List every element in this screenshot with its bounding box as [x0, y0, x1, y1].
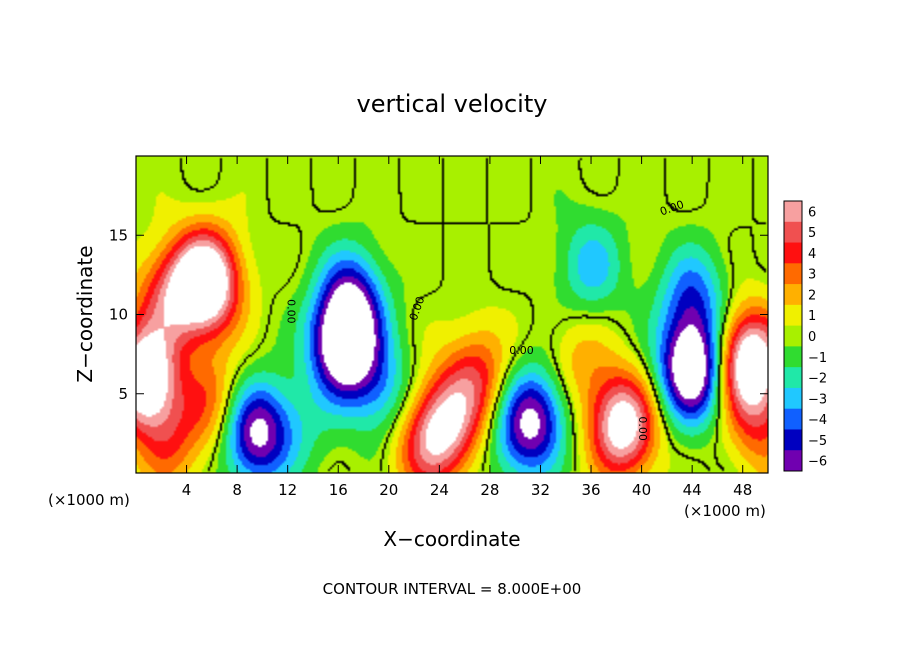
x-tick-label: 32	[531, 481, 550, 499]
colorbar-swatch	[784, 304, 802, 327]
colorbar-label: −2	[808, 372, 827, 387]
x-axis-label: X−coordinate	[383, 527, 520, 551]
chart-title: vertical velocity	[357, 90, 548, 118]
colorbar-swatch	[784, 387, 802, 410]
x-tick-label: 4	[182, 481, 192, 499]
colorbar-label: 6	[808, 205, 816, 220]
velocity-field	[136, 156, 768, 473]
colorbar-label: −3	[808, 392, 827, 407]
colorbar-label: −5	[808, 434, 827, 449]
x-tick-label: 12	[278, 481, 297, 499]
contour-labels: 0.00 0.000.000.000.00	[285, 198, 686, 441]
x-tick-label: 48	[733, 481, 752, 499]
colorbar-swatch	[784, 408, 802, 430]
colorbar-label: 5	[808, 226, 816, 241]
colorbar-swatch	[784, 346, 802, 368]
contour-label: 0.00	[636, 416, 649, 441]
contour-label: 0.00	[509, 344, 534, 357]
colorbar-swatch	[784, 367, 802, 389]
x-tick-label: 28	[480, 481, 499, 499]
x-unit-left: (×1000 m)	[48, 491, 130, 509]
y-tick-label: 15	[109, 226, 128, 244]
x-tick-label: 40	[632, 481, 651, 499]
colorbar-swatch	[784, 450, 802, 472]
colorbar-label: 3	[808, 268, 816, 283]
colorbar-swatch	[784, 284, 802, 306]
x-unit-right: (×1000 m)	[684, 502, 766, 520]
x-tick-label: 20	[379, 481, 398, 499]
colorbar-swatch	[784, 221, 802, 244]
x-tick-label: 16	[329, 481, 348, 499]
x-tick-label: 24	[430, 481, 449, 499]
colorbar-swatch	[784, 263, 802, 285]
x-axis-ticks: 4 8 12 16 20 24 28 32 36 40 44 48	[182, 156, 752, 499]
colorbar-label: −1	[808, 351, 827, 366]
colorbar-label: −4	[808, 413, 827, 428]
contour-interval-footer: CONTOUR INTERVAL = 8.000E+00	[323, 580, 582, 598]
y-tick-label: 5	[118, 385, 128, 403]
x-tick-label: 36	[581, 481, 600, 499]
colorbar-label: 0	[808, 330, 816, 345]
colorbar-swatch	[784, 325, 802, 347]
colorbar-label: −6	[808, 455, 827, 470]
x-tick-label: 44	[683, 481, 702, 499]
plot-area: 0.00 0.000.000.000.00	[135, 155, 769, 474]
colorbar: 6 5 4 3 2 1 0 −1 −2 −3 −4 −5 −6	[783, 200, 827, 472]
y-tick-label: 10	[109, 306, 128, 324]
contour-label: 0.00	[285, 299, 298, 324]
colorbar-label: 1	[808, 309, 816, 324]
colorbar-label: 2	[808, 288, 816, 303]
colorbar-swatch	[784, 242, 802, 264]
colorbar-swatch	[784, 429, 802, 451]
colorbar-swatch	[784, 201, 802, 223]
colorbar-label: 4	[808, 247, 816, 262]
colorbar-frame	[783, 200, 803, 472]
y-axis-label: Z−coordinate	[73, 245, 97, 382]
y-axis-ticks: 5 10 15	[109, 226, 768, 403]
x-tick-label: 8	[232, 481, 242, 499]
